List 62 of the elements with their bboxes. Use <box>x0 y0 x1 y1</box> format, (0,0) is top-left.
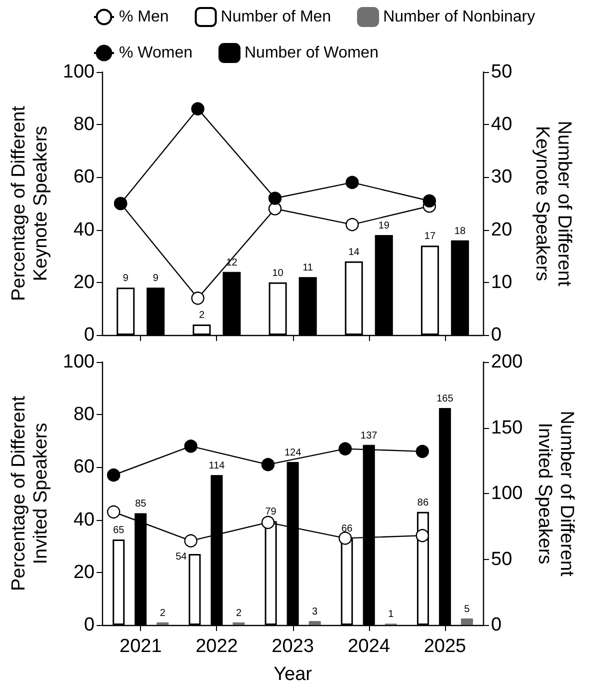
data-label: 79 <box>265 506 277 518</box>
y-tick-label: 0 <box>84 324 95 346</box>
y-tick-label: 40 <box>73 509 95 530</box>
data-label: 124 <box>284 447 302 458</box>
data-label: 1 <box>388 609 394 620</box>
x-tick-label: 2024 <box>348 636 390 657</box>
y2-tick-label: 10 <box>491 272 512 293</box>
y2-tick-label: 200 <box>491 352 523 372</box>
data-label: 18 <box>454 226 466 237</box>
y2-axis-title: Number of Different Keynote Speakers <box>532 120 574 287</box>
data-label: 85 <box>135 498 147 510</box>
y-tick-label: 100 <box>62 352 95 372</box>
x-axis-title: Year <box>274 664 313 685</box>
data-label: 165 <box>436 394 454 405</box>
data-label: 114 <box>208 460 226 472</box>
x-tick-label: 2023 <box>272 636 314 657</box>
y-tick-label: 100 <box>62 62 95 82</box>
x-tick-label: 2022 <box>196 636 238 657</box>
y-tick-label: 20 <box>73 272 95 293</box>
data-label: 2 <box>198 310 205 321</box>
legend-label: % Men <box>119 8 169 26</box>
data-label: 2 <box>160 608 166 619</box>
y-tick-label: 60 <box>73 456 95 478</box>
y2-axis-title: Number of Different Invited Speakers <box>534 410 578 577</box>
data-label: 65 <box>113 525 125 536</box>
data-label: 137 <box>360 430 378 442</box>
data-label: 54 <box>176 551 188 562</box>
legend-label: % Women <box>119 44 193 62</box>
y2-tick-label: 150 <box>491 417 523 438</box>
data-label: 11 <box>302 262 314 274</box>
data-label: 14 <box>348 246 360 258</box>
data-label: 17 <box>424 231 436 242</box>
x-tick-label: 2025 <box>424 636 466 657</box>
y-axis-title: Percentage of Different Keynote Speakers <box>8 105 52 302</box>
data-label: 19 <box>378 220 390 232</box>
data-label: 9 <box>122 273 129 284</box>
data-label: 66 <box>341 524 353 535</box>
y-tick-label: 80 <box>73 114 95 136</box>
y2-tick-label: 0 <box>491 324 502 346</box>
y-axis-title: Percentage of Different Invited Speakers <box>8 395 52 592</box>
data-label: 86 <box>417 497 429 508</box>
y2-tick-label: 40 <box>491 114 512 136</box>
y-tick-label: 60 <box>73 166 95 188</box>
data-label: 2 <box>236 608 242 619</box>
y2-tick-label: 0 <box>491 614 502 636</box>
x-tick-label: 2021 <box>120 636 162 657</box>
data-label: 5 <box>464 604 470 615</box>
y2-tick-label: 30 <box>491 166 512 188</box>
data-label: 3 <box>312 606 318 618</box>
legend-label: Number of Women <box>244 44 378 62</box>
legend-label: Number of Men <box>220 8 332 26</box>
y-tick-label: 80 <box>73 404 95 426</box>
y-tick-label: 0 <box>84 614 95 636</box>
data-label: 10 <box>272 268 284 279</box>
y2-tick-label: 50 <box>491 548 512 570</box>
data-label: 9 <box>152 273 159 284</box>
legend-label: Number of Nonbinary <box>383 8 536 26</box>
y-tick-label: 40 <box>73 219 95 240</box>
y-tick-label: 20 <box>73 562 95 583</box>
y2-tick-label: 20 <box>491 219 512 240</box>
y2-tick-label: 50 <box>491 62 512 82</box>
y2-tick-label: 100 <box>491 483 523 504</box>
